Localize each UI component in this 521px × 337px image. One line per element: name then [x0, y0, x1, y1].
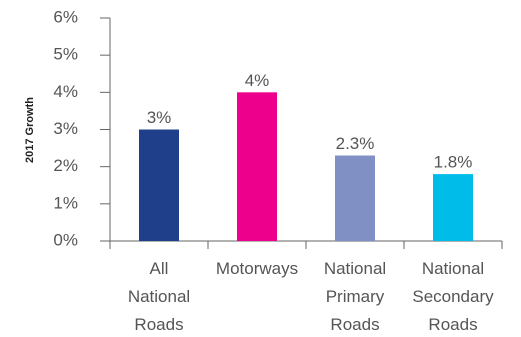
bar [237, 92, 277, 241]
value-label: 1.8% [434, 153, 473, 172]
y-tick-label: 3% [53, 119, 78, 138]
y-tick-label: 6% [53, 7, 78, 26]
y-tick-label: 4% [53, 82, 78, 101]
x-tick-label: All National Roads [128, 259, 190, 334]
x-tick-label: Motorways [216, 259, 298, 278]
x-tick-label: National Primary Roads [324, 259, 386, 334]
value-label: 4% [245, 71, 270, 90]
x-tick-label: National Secondary Roads [412, 259, 494, 334]
y-tick-label: 0% [53, 230, 78, 249]
value-label: 2.3% [336, 134, 375, 153]
value-label: 3% [147, 108, 172, 127]
y-axis-title: 2017 Growth [24, 97, 36, 163]
y-tick-label: 1% [53, 193, 78, 212]
y-tick-label: 2% [53, 156, 78, 175]
bar [139, 129, 179, 241]
bar [433, 174, 473, 241]
bar [335, 155, 375, 241]
y-tick-label: 5% [53, 45, 78, 64]
